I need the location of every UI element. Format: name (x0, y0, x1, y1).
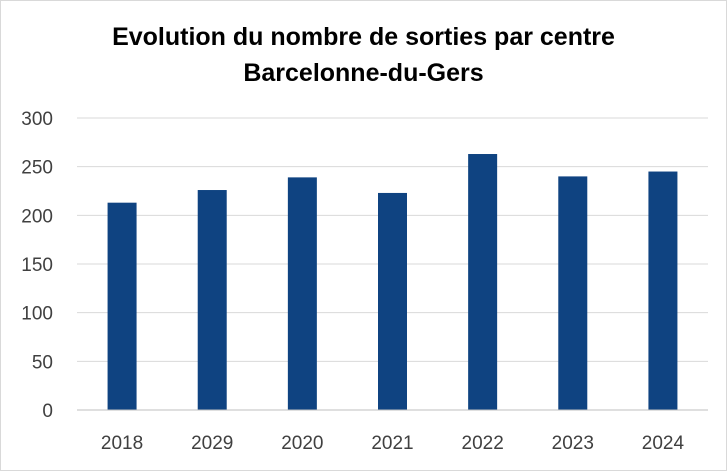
x-tick-label: 2029 (191, 433, 233, 454)
y-tick-label: 200 (21, 206, 53, 227)
bar-2018 (107, 202, 137, 410)
bar-2020 (287, 177, 317, 410)
bar-2022 (468, 154, 498, 410)
x-tick-label: 2020 (281, 433, 323, 454)
y-tick-label: 100 (21, 304, 53, 325)
x-tick-label: 2021 (371, 433, 413, 454)
chart-subtitle: Barcelonne-du-Gers (243, 59, 484, 87)
bar-2024 (648, 171, 678, 410)
x-axis-ticks: 2018 2029 2020 2021 2022 2023 2024 (101, 433, 685, 454)
bar-2023 (558, 176, 588, 410)
chart-title-line1: Evolution du nombre de sorties par centr… (112, 23, 615, 51)
x-tick-label: 2024 (642, 433, 685, 454)
y-tick-label: 0 (42, 401, 53, 422)
y-tick-label: 50 (32, 352, 53, 373)
y-tick-label: 250 (21, 158, 53, 179)
y-tick-label: 150 (21, 255, 53, 276)
x-tick-label: 2023 (552, 433, 594, 454)
x-tick-label: 2022 (462, 433, 504, 454)
bar-2021 (378, 192, 407, 410)
chart-title: Evolution du nombre de sorties par centr… (1, 19, 726, 91)
bar-2029 (197, 190, 227, 410)
y-tick-label: 300 (21, 109, 53, 130)
y-axis-ticks: 0 50 100 150 200 250 300 (21, 109, 53, 422)
bars (107, 154, 678, 410)
x-tick-label: 2018 (101, 433, 143, 454)
